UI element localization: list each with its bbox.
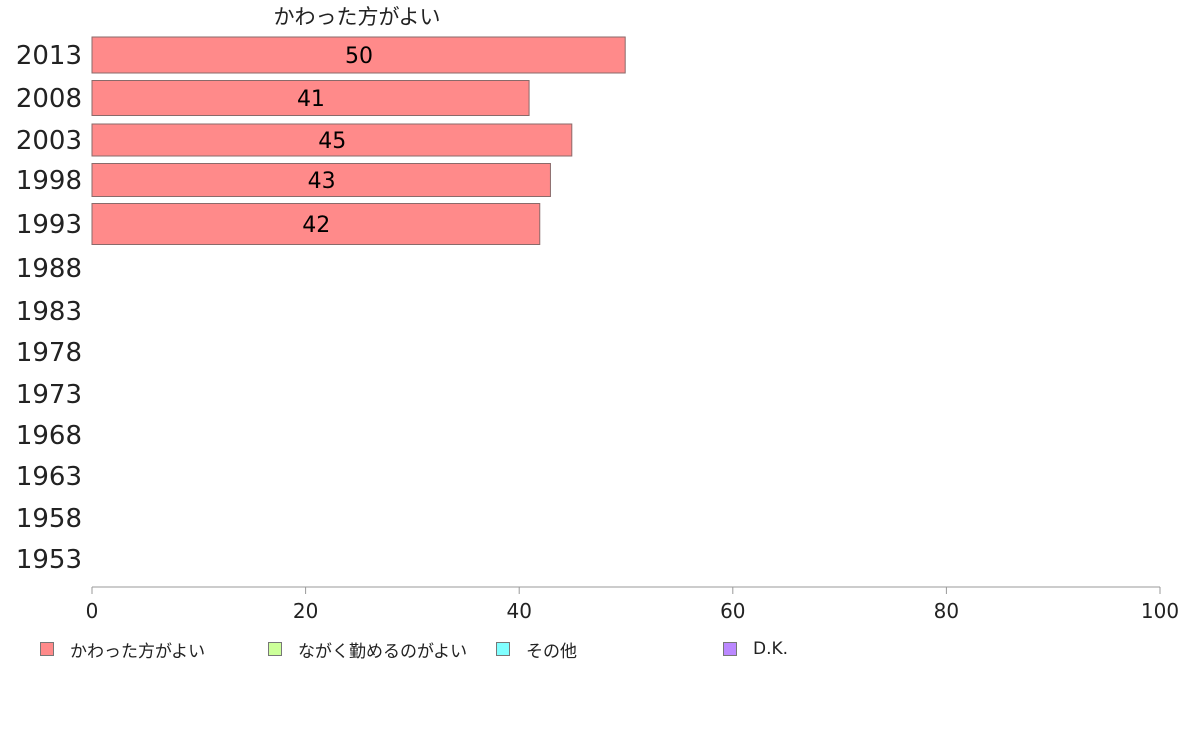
legend-item-sonota: その他	[496, 636, 577, 662]
legend-label-kawatta: かわった方がよい	[70, 641, 206, 662]
bar-label-1993: 42	[302, 213, 330, 238]
category-label-1963: 1963	[16, 462, 82, 492]
legend-label-nagaku: ながく勤めるのがよい	[298, 641, 468, 662]
category-label-1958: 1958	[16, 504, 82, 534]
category-label-1978: 1978	[16, 338, 82, 368]
legend-swatch-kawatta	[40, 642, 54, 656]
bar-2013	[91, 36, 626, 74]
x-tick-label-100: 100	[1141, 599, 1179, 623]
legend-item-dk: D.K.	[723, 636, 788, 662]
category-label-1988: 1988	[16, 254, 82, 284]
x-tick-label-80: 80	[934, 599, 959, 623]
category-label-1953: 1953	[16, 545, 82, 575]
legend: かわった方がよい ながく勤めるのがよい その他 D.K.	[0, 636, 1188, 666]
bar-1993	[91, 203, 541, 245]
bars	[91, 36, 626, 245]
category-label-2013: 2013	[16, 41, 82, 71]
legend-label-dk: D.K.	[753, 639, 789, 659]
x-tick-label-20: 20	[293, 599, 318, 623]
bar-labels: 50 41 45 43 42	[297, 44, 373, 238]
bar-2008	[91, 80, 530, 116]
category-label-1993: 1993	[16, 210, 82, 240]
category-label-1983: 1983	[16, 297, 82, 327]
x-tick-label-40: 40	[506, 599, 531, 623]
bar-1998	[91, 163, 551, 197]
legend-swatch-nagaku	[268, 642, 282, 656]
category-labels: 2013 2008 2003 1998 1993 1988 1983 1978 1973 1968…	[16, 41, 82, 575]
bar-label-2008: 41	[297, 87, 325, 112]
bar-2003	[91, 123, 573, 157]
x-tick-label-60: 60	[720, 599, 745, 623]
category-label-2008: 2008	[16, 84, 82, 114]
x-axis: 0 20 40 60 80 100	[86, 586, 1179, 623]
legend-item-nagaku: ながく勤めるのがよい	[268, 636, 467, 662]
category-label-1998: 1998	[16, 166, 82, 196]
x-tick-label-0: 0	[86, 599, 99, 623]
bar-label-2003: 45	[318, 129, 346, 154]
bar-label-2013: 50	[345, 44, 373, 69]
chart-title: かわった方がよい	[274, 5, 441, 29]
category-label-1968: 1968	[16, 421, 82, 451]
category-label-1973: 1973	[16, 380, 82, 410]
legend-label-sonota: その他	[526, 641, 577, 662]
legend-swatch-sonota	[496, 642, 510, 656]
category-label-2003: 2003	[16, 126, 82, 156]
legend-item-kawatta: かわった方がよい	[40, 636, 205, 662]
legend-swatch-dk	[723, 642, 737, 656]
bar-label-1998: 43	[308, 169, 336, 194]
